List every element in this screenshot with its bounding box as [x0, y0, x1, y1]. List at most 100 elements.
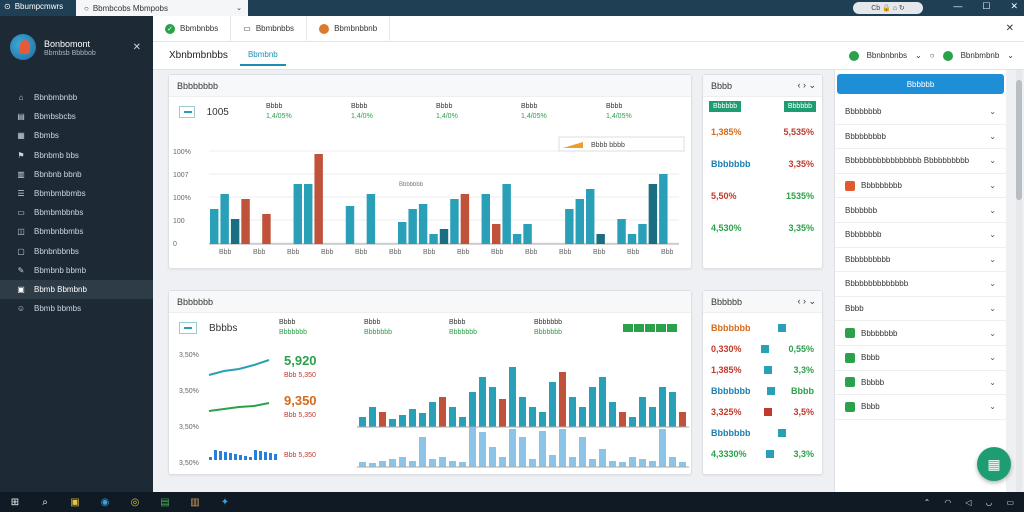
panel-item[interactable]: Bbbbbbbbbb ⌄: [835, 248, 1006, 273]
windows-start-icon[interactable]: ⊞: [10, 496, 20, 508]
kpi-label: Bbbb: [449, 319, 466, 326]
sidebar-item[interactable]: ▭ Bbmbmbbnbs: [0, 203, 153, 222]
toolbar-chip-3[interactable]: Bbmbnbbnb: [307, 15, 391, 42]
bar: [539, 412, 546, 427]
sidebar-item[interactable]: ▣ Bbmb Bbmbnb: [0, 279, 153, 300]
panel-item[interactable]: Bbbbb ⌄: [835, 371, 1006, 396]
chevron-down-icon[interactable]: ⌄: [989, 156, 996, 166]
scrollbar-thumb[interactable]: [1016, 80, 1022, 200]
x-tick-label: Bbb: [219, 249, 232, 256]
tab-active[interactable]: Bbmbnb: [239, 46, 286, 66]
chevron-down-icon[interactable]: ⌄: [989, 205, 996, 215]
chevron-down-icon[interactable]: ⌄: [1007, 51, 1014, 60]
panel-item-label: Bbbb: [861, 402, 880, 412]
sidebar-item[interactable]: ▢ Bbnbnbbnbs: [0, 242, 153, 261]
panel-item[interactable]: Bbbb ⌄: [835, 346, 1006, 371]
chevron-down-icon[interactable]: ⌄: [989, 131, 996, 141]
chevron-down-icon[interactable]: ⌄: [989, 279, 996, 289]
sidebar-item[interactable]: ▤ Bbmbsbcbs: [0, 107, 153, 126]
kpi-main: Bbbbs: [209, 322, 238, 334]
panel-item[interactable]: Bbbb ⌄: [835, 395, 1006, 420]
sidebar-item[interactable]: ⌂ Bbnbmbnbb: [0, 88, 153, 107]
address-badge[interactable]: Cb 🔒 ⌂ ↻: [853, 2, 923, 14]
panel-item-label: Bbbbbbbbb: [861, 181, 902, 191]
page-title: Xbnbmbnbbs: [169, 50, 228, 61]
status-label[interactable]: Bbnbnbnbs: [866, 51, 908, 60]
kpi-group: Bbbb 1,4/05%: [266, 102, 351, 122]
panel-item[interactable]: Bbbbbbbbbbbbbbbbb Bbbbbbbbbb ⌄: [835, 149, 1006, 174]
sidebar-item[interactable]: ◫ Bbmbnbbmbs: [0, 222, 153, 241]
panel-item[interactable]: Bbbb ⌄: [835, 297, 1006, 322]
sidebar-item[interactable]: ☺ Bbmb bbmbs: [0, 299, 153, 318]
chevron-down-icon[interactable]: ⌄: [989, 107, 996, 117]
metrics-chart: 3,50% 3,50% 3,50% 3,50% 5,920 Bbb 5,350 9,350 B…: [179, 352, 689, 468]
toolbar-chip-1[interactable]: ✓ Bbmbnbbs: [153, 15, 232, 42]
chevron-down-icon[interactable]: ⌄: [989, 304, 996, 314]
sidebar-item[interactable]: ▦ Bbmbs: [0, 126, 153, 145]
panel-item[interactable]: Bbbbbbbbb ⌄: [835, 125, 1006, 150]
close-button[interactable]: ✕: [1010, 1, 1018, 11]
system-tray[interactable]: ⌃ ◠ ◁ ◡ ▭: [924, 498, 1014, 507]
panel-item[interactable]: Bbbbbbb ⌄: [835, 198, 1006, 223]
wifi-icon[interactable]: ◡: [985, 497, 993, 507]
table-icon: ▤: [17, 112, 25, 122]
bar: [519, 437, 526, 467]
stat-right: 3,3%: [793, 364, 814, 375]
sidebar-item[interactable]: ✎ Bbmbnb bbmb: [0, 261, 153, 280]
chevron-down-icon[interactable]: ⌄: [989, 230, 996, 240]
panel-item[interactable]: Bbbbbbbbbbbbbb ⌄: [835, 272, 1006, 297]
search-icon[interactable]: ⌕: [42, 496, 48, 508]
maximize-button[interactable]: ☐: [982, 1, 991, 11]
panel-item[interactable]: Bbbbbbbbb ⌄: [835, 174, 1006, 199]
fab-grid-button[interactable]: ▦: [977, 447, 1011, 481]
panel-item[interactable]: Bbbbbbbb ⌄: [835, 321, 1006, 346]
chevron-up-icon[interactable]: ⌃: [923, 497, 931, 507]
info-icon[interactable]: ○: [929, 51, 935, 60]
chevron-down-icon[interactable]: ⌄: [915, 51, 922, 60]
app-icon[interactable]: ✦: [220, 496, 230, 508]
bar: [429, 234, 438, 244]
chevron-down-icon[interactable]: ⌄: [989, 181, 996, 191]
bar: [649, 461, 656, 467]
stat-row: 3,325% 3,5%: [703, 401, 822, 422]
chevron-down-icon[interactable]: ⌄: [989, 353, 996, 363]
card-header-icons[interactable]: ‹ › ⌄: [797, 80, 816, 90]
panel-item[interactable]: Bbbbbbbb ⌄: [835, 223, 1006, 248]
toolbar-chip-2[interactable]: ▭ Bbmbnbbs: [231, 15, 308, 42]
notification-icon[interactable]: ▭: [1006, 497, 1014, 507]
chevron-down-icon[interactable]: ⌄: [989, 377, 996, 387]
chevron-down-icon[interactable]: ⌄: [989, 254, 996, 264]
chat-icon: [942, 50, 953, 61]
close-icon[interactable]: ✕: [1005, 23, 1014, 34]
doc-icon: ▭: [243, 24, 251, 33]
chevron-down-icon[interactable]: ⌄: [989, 328, 996, 338]
file-explorer-icon[interactable]: ▣: [70, 496, 80, 508]
card-title: Bbbbbbbb: [169, 75, 691, 97]
metric-value: 9,350: [284, 393, 317, 408]
stat-right: 5,535%: [783, 127, 814, 137]
card-header-icons[interactable]: ‹ › ⌄: [797, 296, 816, 306]
sidebar-close-icon[interactable]: ✕: [132, 42, 141, 53]
primary-button[interactable]: Bbbbbb: [837, 74, 1004, 94]
sidebar-item[interactable]: ▥ Bbnbnb bbnb: [0, 165, 153, 184]
sidebar-item[interactable]: ☰ Bbmbmbbmbs: [0, 184, 153, 203]
bar: [293, 184, 302, 244]
volume-icon[interactable]: ◁: [965, 497, 972, 507]
scrollbar-track[interactable]: [1016, 70, 1022, 492]
chart-card-bottom: Bbbbbbb Bbbbs Bbbb Bbbbbbb Bbbb Bbbbbbb Bbbb…: [168, 290, 692, 475]
chevron-down-icon[interactable]: ⌄: [989, 402, 996, 412]
browser-tab[interactable]: ○ Bbmbcobs Mbmpobs ⌄: [76, 0, 248, 16]
mini-bar: [259, 451, 262, 460]
app-icon[interactable]: ▤: [160, 496, 170, 508]
store-icon[interactable]: ▥: [190, 496, 200, 508]
panel-item[interactable]: Bbbbbbbb ⌄: [835, 100, 1006, 125]
chevron-down-icon[interactable]: ⌄: [236, 5, 242, 12]
stat-icon: [763, 365, 772, 374]
user-label[interactable]: Bbnbmbnb: [960, 51, 1000, 60]
sidebar-item[interactable]: ⚑ Bbnbmb bbs: [0, 146, 153, 165]
chrome-icon[interactable]: ◎: [130, 496, 140, 508]
bar: [429, 402, 436, 427]
network-icon[interactable]: ◠: [944, 497, 952, 507]
edge-icon[interactable]: ◉: [100, 496, 110, 508]
minimize-button[interactable]: —: [953, 1, 963, 11]
